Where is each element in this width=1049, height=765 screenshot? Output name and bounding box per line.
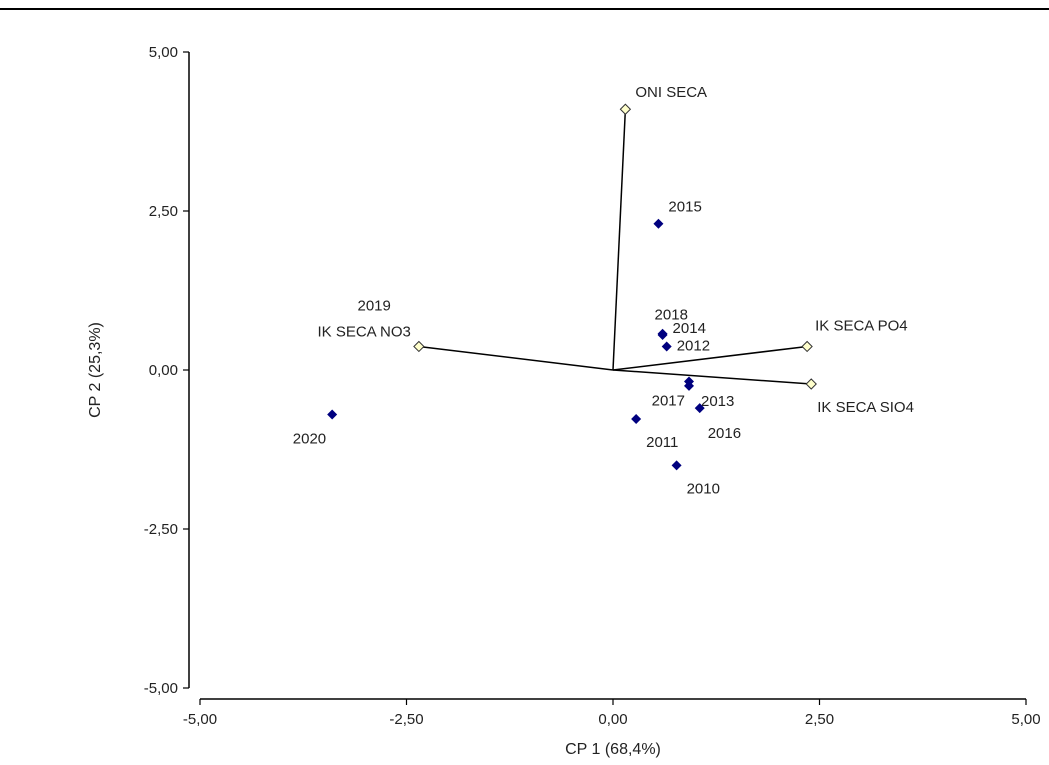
vector-marker (805, 378, 817, 390)
point-label: 2010 (687, 480, 720, 497)
vector-label: IK SECA NO3 (318, 323, 411, 340)
vector-marker (801, 340, 813, 353)
y-tick-label: -5,00 (144, 680, 178, 697)
vectors: ONI SECA IK SECA NO3 IK SECA PO4 IK SECA SI… (318, 84, 914, 416)
data-point (694, 403, 705, 414)
data-point (631, 413, 642, 424)
point-label: 2011 (646, 434, 678, 451)
data-point (661, 341, 672, 352)
x-tick-label: 0,00 (598, 711, 627, 728)
data-point (327, 409, 338, 420)
y-tick-label: 2,50 (149, 203, 178, 220)
point-label: 2013 (701, 393, 734, 410)
point-label: 2012 (677, 337, 710, 354)
x-tick-label: -5,00 (183, 711, 217, 728)
point-label: 2014 (673, 320, 706, 337)
point-label: 2018 (655, 307, 688, 324)
data-point (683, 376, 694, 387)
data-point (653, 218, 664, 229)
vector-line (612, 109, 627, 371)
x-tick-label: 2,50 (805, 711, 834, 728)
vector-label: IK SECA SIO4 (817, 399, 914, 416)
point-label: 2019 (358, 297, 391, 314)
x-ticks: -5,00 -2,50 0,00 2,50 5,00 (183, 699, 1041, 728)
y-tick-label: 5,00 (149, 44, 178, 61)
points: 2010 2011 2012 2013 2014 2015 2016 2017 2018 2019… (293, 199, 741, 498)
data-point (657, 328, 668, 339)
point-label: 2016 (708, 425, 741, 442)
point-label: 2020 (293, 431, 326, 448)
x-tick-label: 5,00 (1011, 711, 1040, 728)
vector-line (418, 345, 614, 371)
x-tick-label: -2,50 (389, 711, 423, 728)
vector-label: IK SECA PO4 (815, 317, 908, 334)
top-rule (0, 8, 1049, 10)
y-axis-title: CP 2 (25,3%) (87, 322, 104, 418)
y-tick-label: 0,00 (149, 362, 178, 379)
vector-marker (413, 340, 425, 353)
x-axis-title: CP 1 (68,4%) (565, 741, 661, 758)
vector-line (612, 345, 808, 371)
vector-marker (619, 103, 632, 115)
point-label: 2017 (652, 392, 685, 409)
axes (188, 52, 1026, 700)
point-label: 2015 (668, 199, 701, 216)
data-point (671, 460, 682, 471)
y-tick-label: -2,50 (144, 521, 178, 538)
vector-label: ONI SECA (635, 84, 707, 101)
y-ticks: -5,00 -2,50 0,00 2,50 5,00 (144, 44, 189, 697)
vector-line (612, 369, 812, 385)
